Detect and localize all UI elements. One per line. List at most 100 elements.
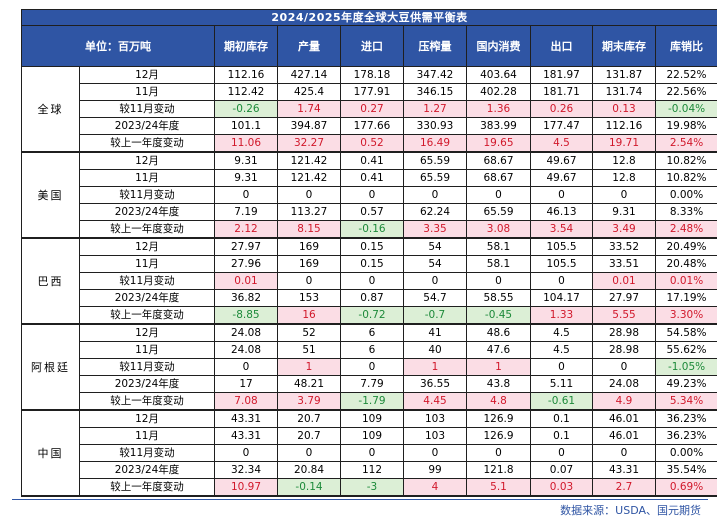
table-cell: 0 — [277, 272, 341, 290]
row-label: 2023/24年度 — [79, 289, 215, 307]
table-row: 2023/24年度 17 48.21 7.79 36.55 43.8 5.11 24.08 49… — [22, 375, 717, 393]
table-cell: 105.5 — [530, 255, 593, 273]
row-label: 11月 — [79, 169, 215, 187]
table-cell: 0 — [466, 186, 531, 204]
table-cell: 3.54 — [530, 220, 593, 239]
table-row: 较上一年度变动 2.12 8.15 -0.16 3.35 3.08 3.54 3.49 2.48… — [21, 220, 717, 239]
table-row: 较11月变动 0 0 0 0 0 0 0 0.00% — [22, 186, 717, 204]
table-cell: 33.52 — [592, 237, 656, 256]
column-header: 库销比 — [654, 25, 717, 67]
table-row: 2023/24年度 32.34 20.84 112 99 121.8 0.07 43.31 35… — [22, 461, 717, 479]
table-cell: 51 — [277, 341, 341, 359]
table-cell: 101.1 — [214, 117, 278, 135]
row-label: 较11月变动 — [79, 358, 215, 376]
table-cell: 32.34 — [214, 461, 278, 479]
table-cell: 104.17 — [530, 289, 593, 307]
table-cell: 0.03 — [530, 478, 593, 497]
table-cell: 126.9 — [466, 409, 531, 428]
table-cell: 0.07 — [530, 461, 593, 479]
table-cell: 103 — [403, 427, 467, 445]
row-label: 12月 — [79, 151, 215, 170]
column-header: 压榨量 — [403, 25, 467, 67]
table-cell: 28.98 — [592, 323, 656, 342]
table-cell: 46.01 — [592, 427, 656, 445]
table-cell: 0.87 — [340, 289, 404, 307]
table-cell: 0.01 — [592, 272, 656, 290]
column-header: 出口 — [530, 25, 593, 67]
table-cell: 109 — [340, 409, 404, 428]
table-cell: 0.52 — [340, 134, 404, 153]
table-cell: 10.82% — [654, 169, 717, 187]
table-cell: 0 — [592, 444, 656, 462]
table-cell: 121.8 — [466, 461, 531, 479]
table-row: 较上一年度变动 7.08 3.79 -1.79 4.45 4.8 -0.61 4.9 5.34% — [21, 392, 717, 411]
table-cell: 177.66 — [340, 117, 404, 135]
table-cell: 0 — [530, 272, 593, 290]
table-row: 阿根廷 12月 24.08 52 6 41 48.6 4.5 28.98 54.58% — [21, 323, 717, 411]
table-cell: 2.12 — [214, 220, 278, 239]
table-cell: -0.45 — [466, 306, 531, 325]
table-cell: 43.31 — [592, 461, 656, 479]
table-cell: 8.15 — [277, 220, 341, 239]
footer-divider — [12, 499, 708, 500]
table-row: 11月 112.42 425.4 177.91 346.15 402.28 181.71 13… — [22, 83, 717, 101]
table-cell: 55.62% — [654, 341, 717, 359]
table-cell: 9.31 — [214, 151, 278, 170]
table-cell: 425.4 — [277, 83, 341, 101]
table-cell: 12.8 — [592, 151, 656, 170]
table-row: 较11月变动 0 0 0 0 0 0 0 0.00% — [22, 444, 717, 462]
table-cell: 49.67 — [530, 169, 593, 187]
table-cell: 36.23% — [654, 409, 717, 428]
table-cell: 7.19 — [214, 203, 278, 221]
table-cell: 1.74 — [277, 100, 341, 118]
table-cell: 2.54% — [654, 134, 717, 153]
table-cell: 0 — [214, 444, 278, 462]
table-cell: 19.65 — [466, 134, 531, 153]
table-cell: 0.27 — [340, 100, 404, 118]
table-cell: 20.48% — [654, 255, 717, 273]
table-cell: 121.42 — [277, 169, 341, 187]
table-cell: 19.71 — [592, 134, 656, 153]
table-cell: 0.26 — [530, 100, 593, 118]
row-label: 11月 — [79, 341, 215, 359]
table-row: 较11月变动 0.01 0 0 0 0 0 0.01 0.01% — [22, 272, 717, 290]
table-cell: 0 — [340, 444, 404, 462]
table-row: 较上一年度变动 -8.85 16 -0.72 -0.7 -0.45 1.33 5.55 3.30… — [21, 306, 717, 325]
table-cell: 48.21 — [277, 375, 341, 393]
table-cell: 0 — [214, 186, 278, 204]
table-cell: 10.97 — [214, 478, 278, 497]
table-cell: 68.67 — [466, 169, 531, 187]
table-cell: 0 — [403, 444, 467, 462]
table-cell: 43.8 — [466, 375, 531, 393]
table-cell: 0.01% — [654, 272, 717, 290]
table-cell: 105.5 — [530, 237, 593, 256]
table-cell: 177.91 — [340, 83, 404, 101]
row-label: 较11月变动 — [79, 272, 215, 290]
table-cell: 9.31 — [214, 169, 278, 187]
unit-header: 单位：百万吨 — [21, 25, 215, 67]
table-cell: 49.23% — [654, 375, 717, 393]
table-row: 巴西 12月 27.97 169 0.15 54 58.1 105.5 33.52 20.49% — [21, 237, 717, 325]
table-row: 11月 24.08 51 6 40 47.6 4.5 28.98 55.62% — [22, 341, 717, 359]
table-cell: 1 — [277, 358, 341, 376]
table-cell: -3 — [340, 478, 404, 497]
table-cell: 178.18 — [340, 66, 404, 84]
table-cell: 58.1 — [466, 255, 531, 273]
table-cell: 54 — [403, 237, 467, 256]
table-cell: 0 — [340, 272, 404, 290]
table-cell: 54.7 — [403, 289, 467, 307]
table-cell: 0 — [592, 186, 656, 204]
table-cell: 20.49% — [654, 237, 717, 256]
row-label: 较上一年度变动 — [79, 478, 215, 497]
table-cell: 0.15 — [340, 255, 404, 273]
table-cell: 20.7 — [277, 409, 341, 428]
table-cell: 36.55 — [403, 375, 467, 393]
row-label: 12月 — [79, 323, 215, 342]
table-row: 2023/24年度 7.19 113.27 0.57 62.24 65.59 46.13 9.… — [22, 203, 717, 221]
table-cell: 17.19% — [654, 289, 717, 307]
table-cell: -0.16 — [340, 220, 404, 239]
table-cell: 16.49 — [403, 134, 467, 153]
table-cell: 126.9 — [466, 427, 531, 445]
table-cell: 99 — [403, 461, 467, 479]
table-row: 全球 12月 112.16 427.14 178.18 347.42 403.64 181.9… — [21, 66, 717, 153]
